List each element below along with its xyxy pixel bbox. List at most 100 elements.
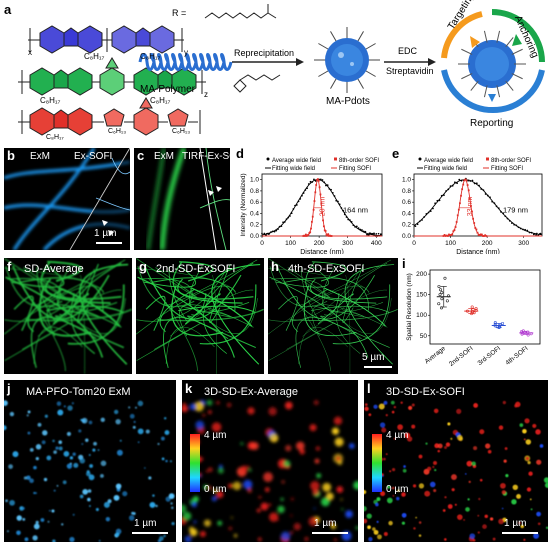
blob: [217, 520, 223, 526]
legend-item: Fitting SOFI: [491, 166, 523, 172]
data-point: [474, 227, 477, 229]
data-point: [320, 202, 323, 205]
filament: [136, 258, 198, 298]
blob: [492, 537, 496, 541]
blob: [258, 537, 262, 542]
data-point: [515, 224, 518, 227]
blob: [248, 468, 252, 472]
image-h-svg: [268, 258, 398, 374]
data-point: [375, 232, 378, 235]
blob: [79, 494, 84, 499]
blob: [87, 497, 91, 502]
blob: [189, 403, 197, 411]
y-tick-label: 1.0: [402, 177, 411, 184]
ring-spoke: [461, 73, 473, 80]
data-point: [309, 180, 312, 183]
image-l-scale-top: 4 µm: [386, 430, 409, 441]
subscript-y: y: [184, 48, 188, 57]
fwhm-sofi-annotation: 33 nm: [467, 197, 474, 217]
filament: [297, 259, 392, 306]
data-point: [355, 225, 358, 228]
data-point: [439, 306, 443, 310]
blob: [335, 455, 341, 462]
filament: [303, 285, 357, 337]
blob: [377, 534, 382, 540]
blob: [72, 452, 76, 456]
y-tick-label: 150: [416, 292, 427, 299]
blob: [250, 441, 259, 450]
blob: [42, 430, 48, 436]
y-tick-label: 200: [416, 271, 427, 278]
blob: [295, 441, 305, 451]
blob: [100, 417, 105, 423]
data-point: [491, 200, 494, 203]
blob: [528, 471, 533, 476]
panel-label-e: e: [392, 146, 400, 161]
filament-group: [136, 258, 264, 374]
blob: [100, 473, 104, 478]
legend-item: Fitting wide field: [272, 166, 315, 172]
pdot-spoke: [318, 43, 330, 51]
data-point: [497, 207, 500, 210]
data-point: [446, 235, 449, 237]
ma-polymer-label: MA-Polymer: [140, 84, 196, 95]
blob-group: [4, 400, 175, 542]
blob: [322, 482, 332, 492]
blob: [385, 453, 388, 455]
image-l: l 3D-SD-Ex-SOFI 4 µm 0 µm 1 µm: [364, 380, 548, 542]
panel-label-l: l: [367, 381, 371, 396]
blob: [385, 414, 388, 417]
data-point: [314, 180, 317, 182]
filament: [342, 263, 365, 323]
blob: [98, 539, 101, 542]
image-j-scalebar: [132, 532, 168, 534]
blob: [539, 444, 544, 448]
blob: [161, 457, 165, 461]
blob: [46, 455, 52, 461]
data-point: [268, 233, 270, 236]
data-point: [302, 192, 305, 194]
y-tick-label: 0.8: [402, 188, 411, 195]
blob: [392, 494, 395, 497]
blob: [373, 529, 379, 535]
polymer-blue: [28, 25, 184, 54]
filament: [268, 285, 370, 335]
filament: [37, 289, 122, 337]
y-tick-label: 0.0: [250, 233, 259, 240]
blob: [72, 513, 75, 516]
data-point: [471, 307, 475, 311]
blob: [444, 446, 448, 450]
blob: [129, 413, 135, 419]
image-k-scale-bottom: 0 µm: [204, 484, 227, 495]
blob: [211, 496, 217, 502]
blob: [518, 521, 521, 525]
blob: [88, 474, 95, 481]
filament: [159, 288, 196, 332]
y-axis-label: Intensity (Normalized): [240, 173, 247, 236]
ring-spoke: [496, 30, 501, 43]
blob: [182, 504, 187, 514]
data-point: [482, 189, 485, 192]
blob: [62, 480, 67, 485]
filament: [177, 278, 243, 304]
blob: [81, 442, 84, 446]
filament: [295, 317, 362, 368]
blob: [523, 438, 526, 441]
data-point: [508, 219, 511, 222]
blob: [53, 450, 57, 454]
blob: [95, 508, 99, 512]
blob: [35, 456, 39, 461]
blob: [411, 424, 416, 429]
x-tick-label: 0: [412, 240, 416, 247]
data-point: [497, 325, 501, 329]
y-tick-label: 0.6: [250, 199, 259, 206]
data-point: [450, 234, 453, 237]
ma-pdots-label: MA-Pdots: [326, 96, 370, 107]
filament: [163, 316, 229, 368]
data-point: [277, 228, 279, 231]
blob: [32, 535, 38, 541]
blob: [171, 522, 175, 526]
data-point: [474, 307, 478, 311]
